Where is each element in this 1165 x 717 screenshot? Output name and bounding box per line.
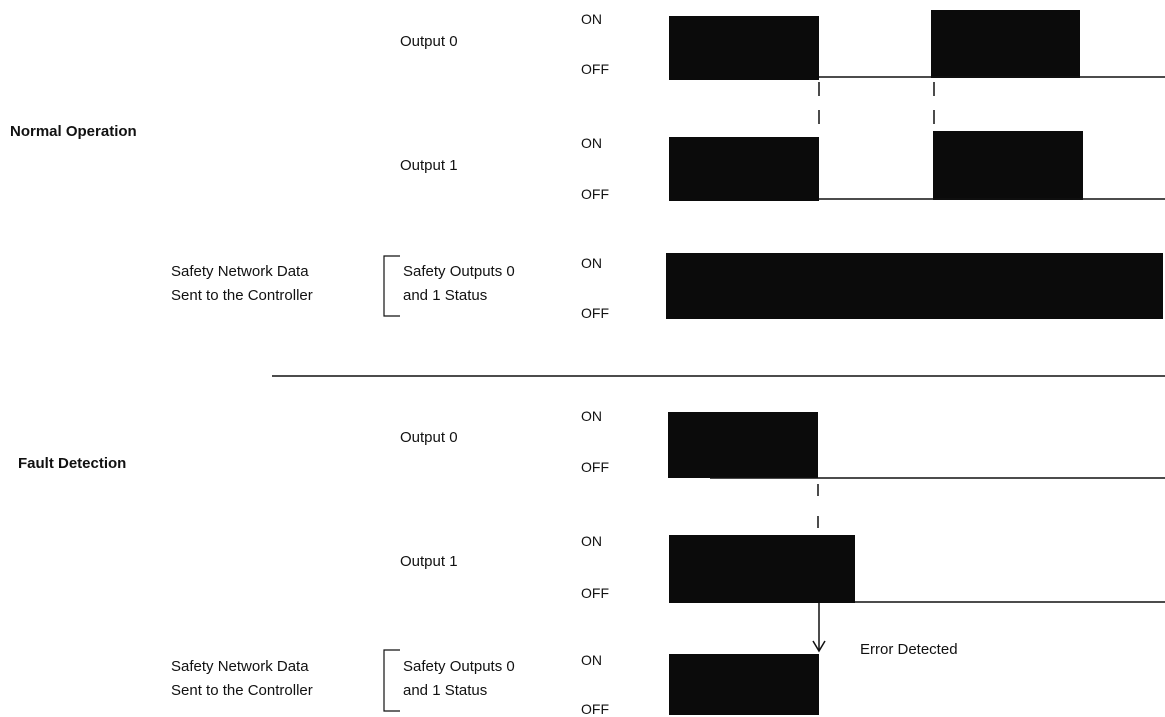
normal-output1-pulse-1 bbox=[669, 137, 819, 201]
section-title-normal-operation: Normal Operation bbox=[10, 123, 137, 140]
fault-output1-label: Output 1 bbox=[400, 553, 458, 570]
normal-status-label-line2: and 1 Status bbox=[403, 287, 487, 304]
fault-output1-pulse bbox=[669, 535, 855, 603]
section-title-fault-detection: Fault Detection bbox=[18, 455, 126, 472]
normal-status-pulse bbox=[666, 253, 1163, 319]
normal-output0-on-label: ON bbox=[581, 11, 602, 27]
fault-output0-pulse bbox=[668, 412, 818, 478]
fault-network-label-line1: Safety Network Data bbox=[171, 658, 309, 675]
fault-status-label-line2: and 1 Status bbox=[403, 682, 487, 699]
fault-status-pulse bbox=[669, 654, 819, 715]
normal-output0-off-label: OFF bbox=[581, 61, 609, 77]
normal-network-label-line2: Sent to the Controller bbox=[171, 287, 313, 304]
normal-output1-label: Output 1 bbox=[400, 157, 458, 174]
fault-output0-on-label: ON bbox=[581, 408, 602, 424]
fault-status-off-label: OFF bbox=[581, 701, 609, 717]
error-detected-label: Error Detected bbox=[860, 641, 958, 658]
normal-output1-on-label: ON bbox=[581, 135, 602, 151]
fault-status-bracket bbox=[383, 649, 400, 712]
fault-output1-on-label: ON bbox=[581, 533, 602, 549]
normal-status-label-line1: Safety Outputs 0 bbox=[403, 263, 515, 280]
fault-status-on-label: ON bbox=[581, 652, 602, 668]
normal-output0-label: Output 0 bbox=[400, 33, 458, 50]
normal-output1-pulse-2 bbox=[933, 131, 1083, 200]
fault-output0-off-label: OFF bbox=[581, 459, 609, 475]
normal-output0-pulse-2 bbox=[931, 10, 1080, 78]
normal-network-label-line1: Safety Network Data bbox=[171, 263, 309, 280]
fault-output1-off-label: OFF bbox=[581, 585, 609, 601]
normal-status-on-label: ON bbox=[581, 255, 602, 271]
fault-output0-label: Output 0 bbox=[400, 429, 458, 446]
fault-network-label-line2: Sent to the Controller bbox=[171, 682, 313, 699]
normal-status-off-label: OFF bbox=[581, 305, 609, 321]
normal-status-bracket bbox=[383, 255, 400, 317]
normal-output1-off-label: OFF bbox=[581, 186, 609, 202]
fault-status-label-line1: Safety Outputs 0 bbox=[403, 658, 515, 675]
normal-output0-pulse-1 bbox=[669, 16, 819, 80]
error-arrow-head-icon bbox=[812, 640, 826, 653]
